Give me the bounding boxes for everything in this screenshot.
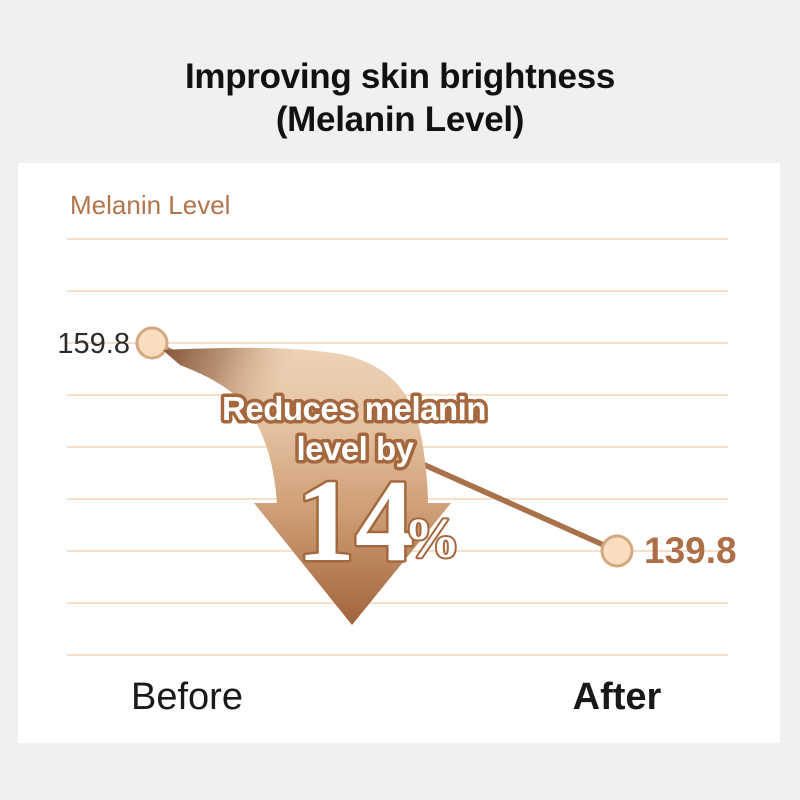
page-title: Improving skin brightness (Melanin Level… (0, 0, 800, 141)
after-data-point (600, 534, 634, 568)
after-value-label: 139.8 (644, 530, 737, 571)
page-title-line2: (Melanin Level) (275, 99, 525, 139)
annotation-percent-number: 14 (296, 455, 414, 586)
arrow-down-icon (163, 347, 451, 625)
x-label-after: After (573, 676, 662, 718)
y-axis-label: Melanin Level (70, 190, 230, 220)
annotation-line1: Reduces melanin (222, 390, 486, 427)
arrow-ribbon-shade (163, 347, 428, 505)
page-title-line1: Improving skin brightness (184, 57, 616, 96)
chart-card: Melanin Level 159.8 139.8 (18, 163, 780, 743)
melanin-chart: Melanin Level 159.8 139.8 (57, 190, 737, 718)
x-label-before: Before (131, 676, 243, 718)
before-data-point (135, 326, 169, 360)
arrow-head (254, 503, 451, 625)
annotation-line2: level by (296, 430, 414, 467)
annotation-percent-sign: % (404, 508, 460, 570)
before-value-label: 159.8 (57, 328, 130, 360)
